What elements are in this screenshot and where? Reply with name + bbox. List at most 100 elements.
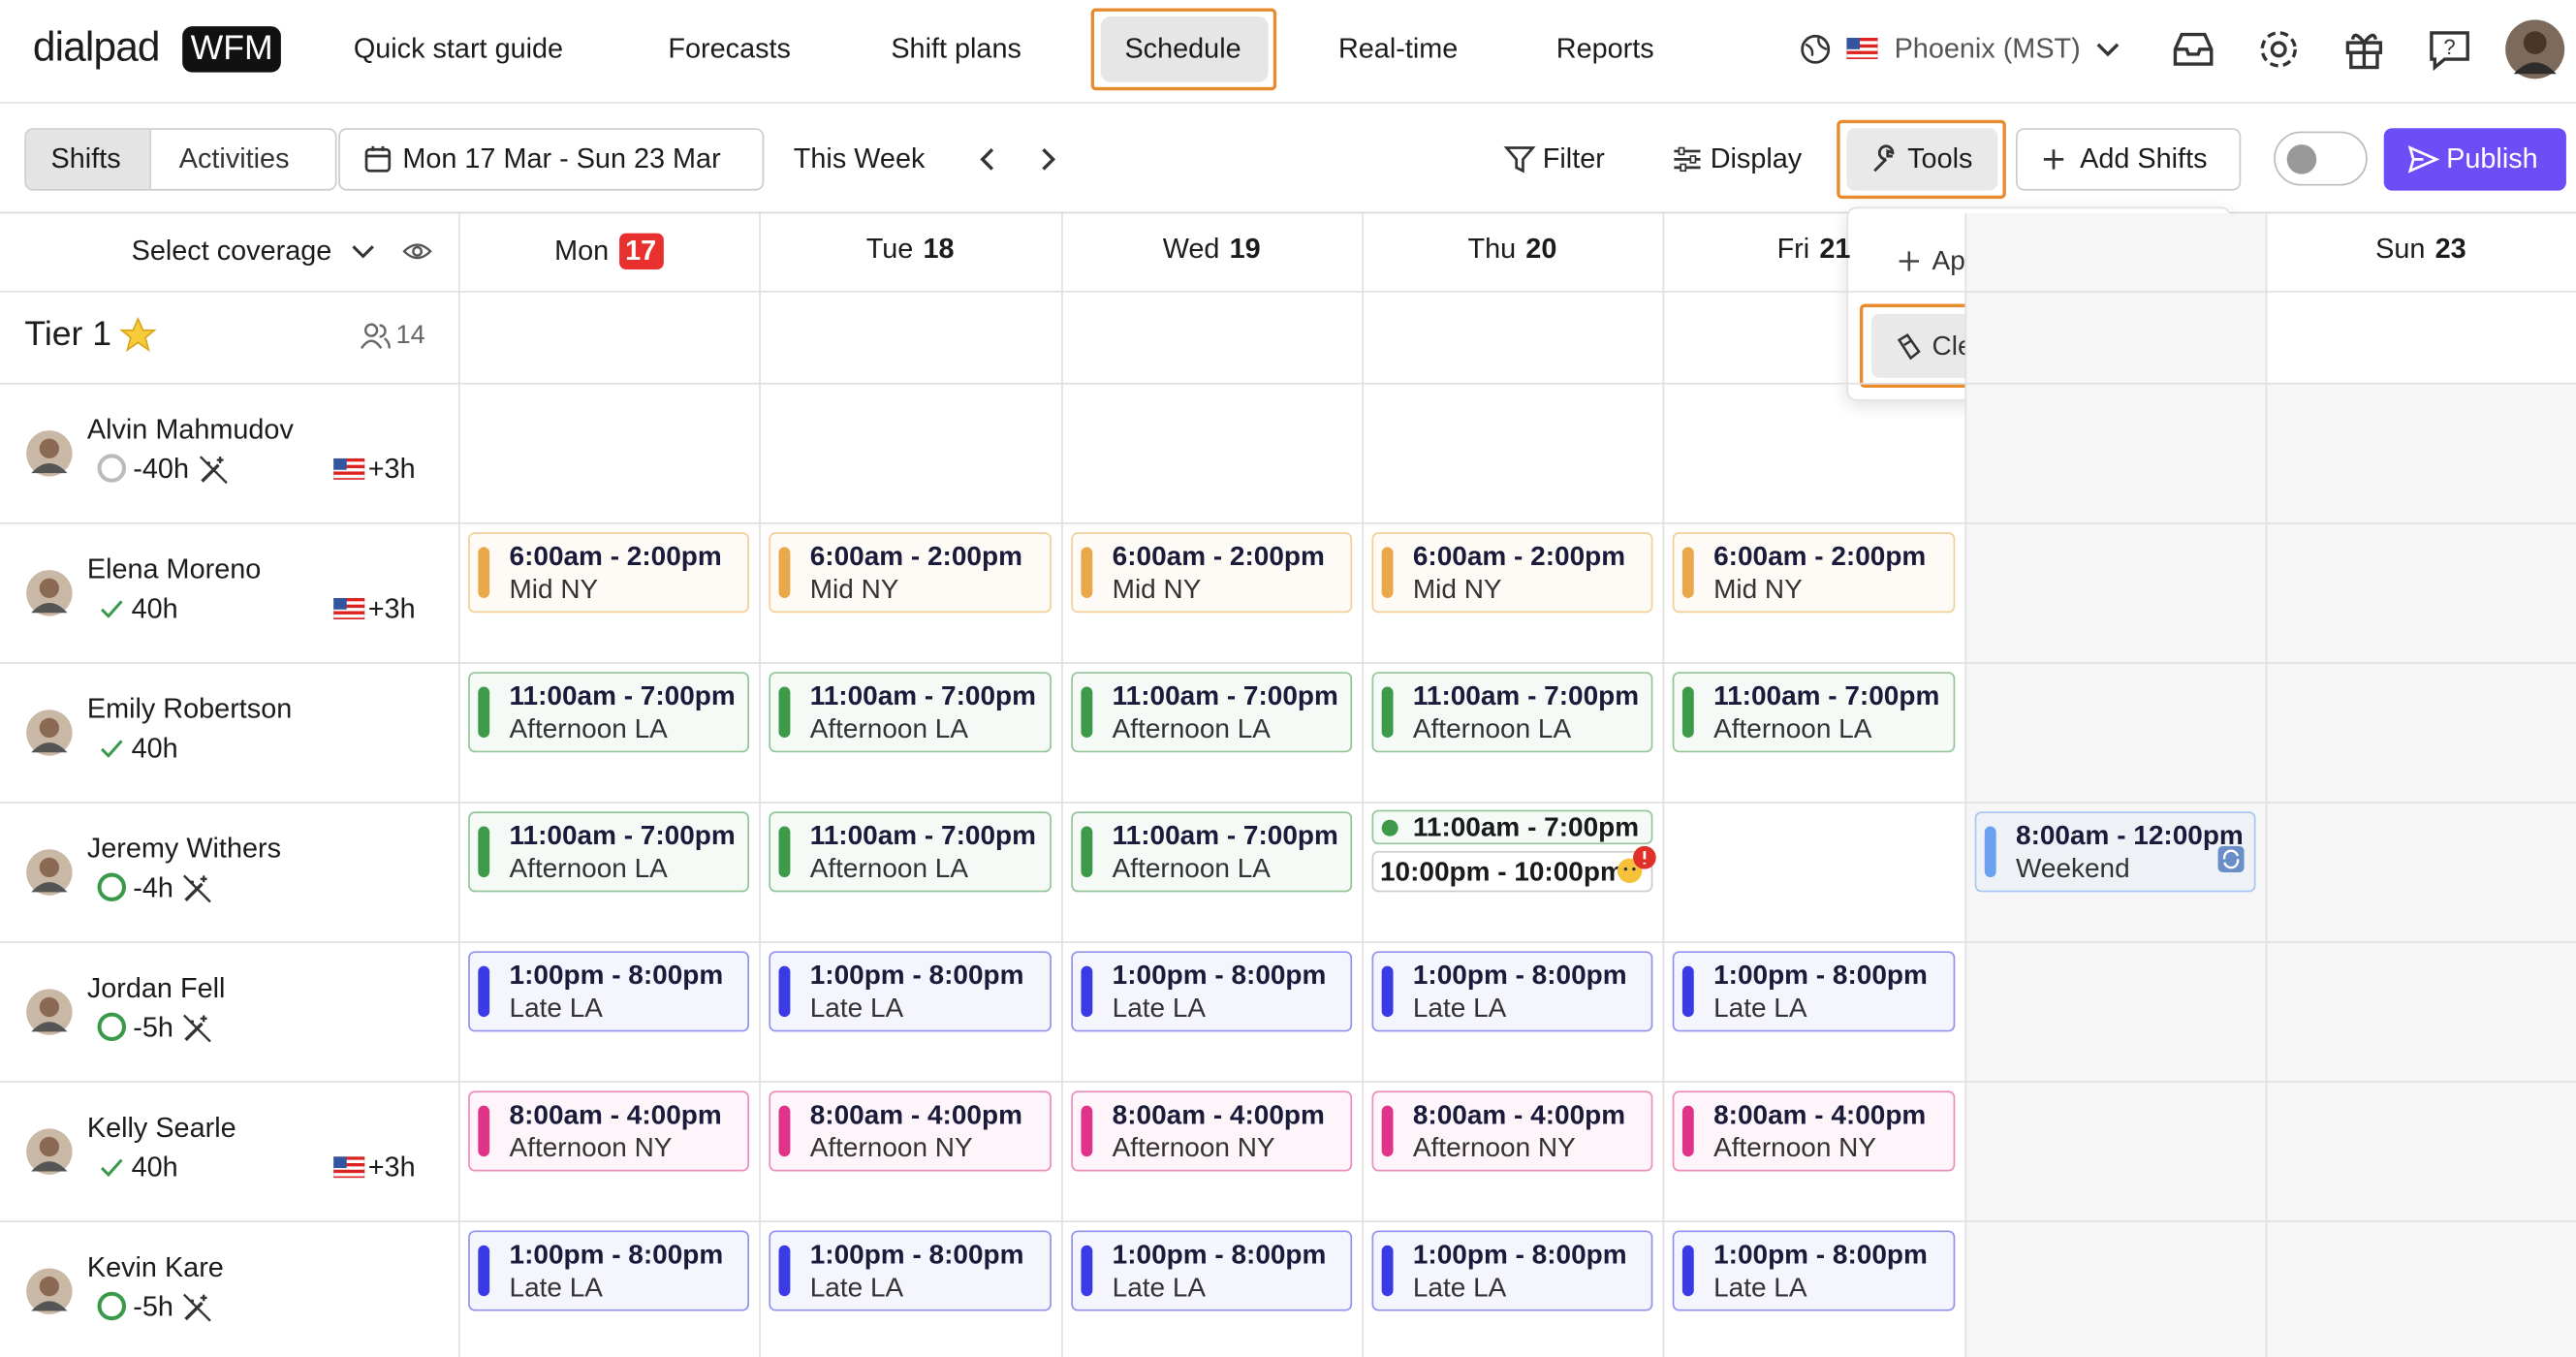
shift-card[interactable]: 1:00pm - 8:00pm Late LA <box>769 1230 1052 1311</box>
nav-item[interactable]: Real-time <box>1337 32 1459 65</box>
shift-label: Afternoon NY <box>1112 1133 1275 1163</box>
shift-card[interactable]: 8:00am - 12:00pm Weekend <box>1974 811 2256 893</box>
toggle[interactable] <box>2274 131 2368 186</box>
agent-avatar-svg <box>26 430 73 477</box>
agent-hours: -40h <box>133 453 190 485</box>
hours-ring <box>97 1012 127 1050</box>
nav-item[interactable]: Shift plans <box>891 32 1021 65</box>
agent-avatar <box>24 428 74 486</box>
shift-card[interactable]: 8:00am - 4:00pm Afternoon NY <box>1071 1090 1353 1172</box>
shift-label: Late LA <box>1112 994 1207 1024</box>
agent-name[interactable]: Kevin Kare <box>86 1251 224 1283</box>
agent-name[interactable]: Kelly Searle <box>86 1112 236 1144</box>
shift-card[interactable]: 11:00am - 7:00pm Afternoon LA <box>468 811 750 893</box>
shift-card[interactable]: 11:00am - 7:00pm Afternoon LA <box>769 811 1052 893</box>
shift-card[interactable]: 8:00am - 4:00pm Afternoon NY <box>1672 1090 1956 1172</box>
shift-card[interactable]: 6:00am - 2:00pm Mid NY <box>1071 532 1353 614</box>
tools-button[interactable] <box>1846 128 1998 191</box>
shift-card[interactable]: 1:00pm - 8:00pm Late LA <box>1071 1230 1353 1311</box>
shift-card[interactable]: 11:00am - 7:00pm Afternoon LA <box>1672 672 1956 753</box>
logo[interactable]: dialpad <box>32 24 161 71</box>
shift-time: 6:00am - 2:00pm <box>1112 542 1325 572</box>
view-tab[interactable]: Shifts <box>50 142 121 174</box>
inbox-icon[interactable] <box>2170 26 2215 72</box>
nav-item[interactable]: Schedule <box>1124 32 1241 65</box>
shift-time: 11:00am - 7:00pm <box>1713 681 1940 711</box>
shift-card[interactable]: 11:00am - 7:00pm Afternoon LA <box>769 672 1052 753</box>
select-coverage[interactable]: Select coverage <box>131 235 332 267</box>
shift-bar <box>1081 826 1093 878</box>
shift-card[interactable]: 11:00am - 7:00pm Afternoon LA <box>1071 672 1353 753</box>
shift-card[interactable]: 1:00pm - 8:00pm Late LA <box>1672 951 1956 1032</box>
day-name: Wed <box>1162 233 1220 265</box>
shift-card[interactable]: 11:00am - 7:00pm Afternoon LA <box>468 672 750 753</box>
settings-icon[interactable] <box>2256 26 2302 72</box>
day-name: Mon <box>554 235 610 267</box>
toolbar <box>0 104 2576 214</box>
shift-card[interactable]: 1:00pm - 8:00pm Late LA <box>1371 1230 1653 1311</box>
day-name: Sun <box>2375 233 2426 265</box>
shift-card[interactable]: 8:00am - 4:00pm Afternoon NY <box>468 1090 750 1172</box>
date-range: Mon 17 Mar - Sun 23 Mar <box>402 142 721 174</box>
shift-card[interactable]: 1:00pm - 8:00pm Late LA <box>1371 951 1653 1032</box>
agent-name[interactable]: Jeremy Withers <box>86 833 282 865</box>
shift-card[interactable]: 1:00pm - 8:00pm Late LA <box>468 951 750 1032</box>
filter-button[interactable]: Filter <box>1542 142 1605 174</box>
wand-icon-svg <box>183 1293 211 1322</box>
shift-label: Afternoon LA <box>809 854 969 884</box>
agent-hours: 40h <box>131 732 178 765</box>
user-avatar[interactable] <box>2503 18 2565 80</box>
row-divider <box>0 521 2576 524</box>
shift-card[interactable]: 6:00am - 2:00pm Mid NY <box>468 532 750 614</box>
shift-card[interactable]: 11:00am - 7:00pm Afternoon LA <box>1071 811 1353 893</box>
shift-card[interactable]: 11:00am - 7:00pm Afternoon LA <box>1371 672 1653 753</box>
chevron-down[interactable] <box>2094 36 2120 62</box>
agent-name[interactable]: Emily Robertson <box>86 693 293 725</box>
agent-avatar-svg <box>26 1268 73 1314</box>
shift-card[interactable]: 6:00am - 2:00pm Mid NY <box>769 532 1052 614</box>
nav-item[interactable]: Quick start guide <box>353 32 564 65</box>
star-icon-svg <box>119 316 157 353</box>
timezone[interactable]: Phoenix (MST) <box>1894 32 2081 65</box>
shift-card[interactable]: 1:00pm - 8:00pm Late LA <box>468 1230 750 1311</box>
view-tab[interactable]: Activities <box>178 142 290 174</box>
shift-card[interactable]: 1:00pm - 8:00pm Late LA <box>1672 1230 1956 1311</box>
shift-card[interactable]: 6:00am - 2:00pm Mid NY <box>1371 532 1653 614</box>
agent-name[interactable]: Jordan Fell <box>86 972 226 1004</box>
agent-hours: -5h <box>133 1291 173 1323</box>
nav-item[interactable]: Forecasts <box>668 32 791 65</box>
group-name: Tier 1 <box>24 315 112 354</box>
shift-label: Afternoon LA <box>1713 714 1872 744</box>
shift-card[interactable]: 10:00pm - 10:00pm <box>1371 850 1653 893</box>
shift-card[interactable]: 6:00am - 2:00pm Mid NY <box>1672 532 1956 614</box>
add-shifts-button[interactable] <box>2016 128 2242 191</box>
shift-bar <box>478 1105 490 1157</box>
shift-time: 11:00am - 7:00pm <box>1412 812 1640 843</box>
agent-name[interactable]: Alvin Mahmudov <box>86 414 294 446</box>
this-week[interactable]: This Week <box>793 142 926 174</box>
shift-card[interactable]: 8:00am - 4:00pm Afternoon NY <box>769 1090 1052 1172</box>
prev-week[interactable] <box>974 144 1000 174</box>
day-date: 20 <box>1525 233 1557 265</box>
shift-label: Late LA <box>1112 1273 1207 1304</box>
shift-card[interactable]: 8:00am - 4:00pm Afternoon NY <box>1371 1090 1653 1172</box>
help-icon[interactable]: ? <box>2427 26 2472 72</box>
shift-card[interactable]: 11:00am - 7:00pm <box>1371 809 1653 845</box>
nav-item[interactable]: Reports <box>1555 32 1654 65</box>
date-picker[interactable] <box>338 128 765 191</box>
shift-card[interactable]: 1:00pm - 8:00pm Late LA <box>769 951 1052 1032</box>
agent-name[interactable]: Elena Moreno <box>86 553 262 585</box>
shift-bar <box>778 686 791 739</box>
shift-bar <box>1381 686 1394 739</box>
shift-bar <box>1081 1105 1093 1157</box>
gift-icon[interactable] <box>2341 26 2387 72</box>
shift-label: Late LA <box>509 994 603 1024</box>
display-button[interactable]: Display <box>1710 142 1803 174</box>
agent-hours: -4h <box>133 871 173 904</box>
shift-time: 6:00am - 2:00pm <box>809 542 1022 572</box>
shift-label: Afternoon LA <box>509 714 668 744</box>
shift-card[interactable]: 1:00pm - 8:00pm Late LA <box>1071 951 1353 1032</box>
agent-hours: 40h <box>131 1152 178 1183</box>
active-tab-bg <box>1100 16 1269 82</box>
next-week[interactable] <box>1035 144 1061 174</box>
